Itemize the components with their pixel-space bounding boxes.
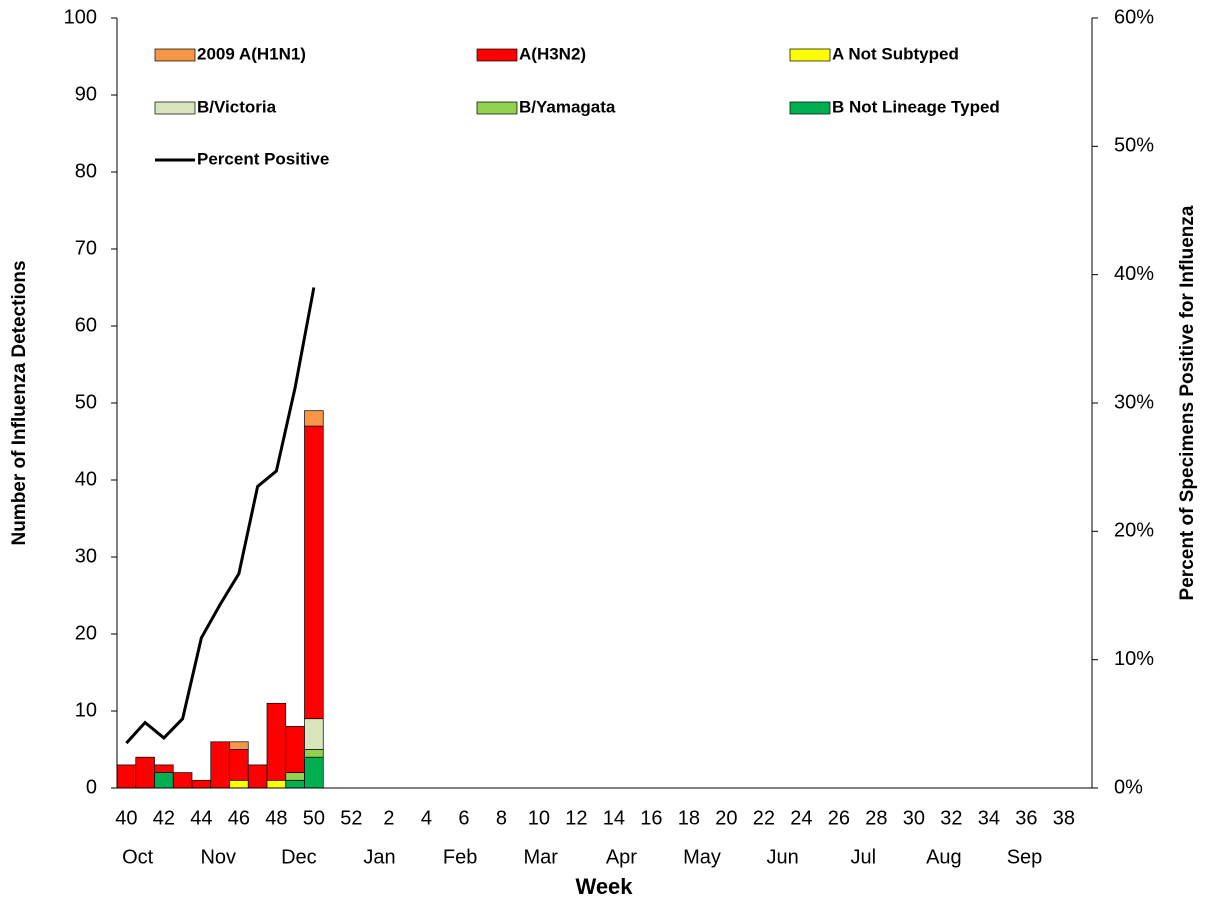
x-tick-label: 18 [678,807,700,829]
month-label: Feb [443,846,477,868]
bar-segment [135,756,155,789]
x-tick-label: 22 [753,807,775,829]
legend-swatch [154,101,196,115]
x-tick-label: 36 [1015,807,1037,829]
legend-label: A(H3N2) [519,44,586,63]
y2-tick-label: 0% [1114,776,1143,798]
y-tick-label: 20 [75,622,97,644]
x-tick-label: 26 [828,807,850,829]
x-tick-label: 12 [565,807,587,829]
legend-swatch [154,48,196,62]
x-tick-label: 32 [940,807,962,829]
x-tick-label: 10 [528,807,550,829]
month-label: Oct [122,846,154,868]
legend-label: B/Victoria [197,97,277,116]
y-tick-label: 40 [75,468,97,490]
y-tick-label: 0 [86,776,97,798]
month-label: Aug [926,846,962,868]
month-label: Sep [1007,846,1043,868]
x-tick-label: 24 [790,807,812,829]
x-tick-label: 20 [715,807,737,829]
x-tick-label: 2 [383,807,394,829]
x-tick-label: 30 [903,807,925,829]
month-label: Nov [200,846,236,868]
x-tick-label: 48 [265,807,287,829]
bar-segment [229,779,249,789]
bar-segment [304,410,324,427]
y2-tick-label: 20% [1114,520,1154,542]
x-tick-label: 50 [303,807,325,829]
x-tick-label: 44 [190,807,212,829]
bar-segment [154,764,174,773]
month-label: Dec [281,846,317,868]
x-tick-label: 38 [1053,807,1075,829]
legend-swatch [789,101,831,115]
line-series [125,287,316,745]
legend-label: B Not Lineage Typed [832,97,1000,116]
legend-swatch [476,48,518,62]
bar-segment [285,726,305,773]
month-label: Jan [363,846,395,868]
month-label: Jun [767,846,799,868]
y-tick-label: 30 [75,545,97,567]
bar-segment [210,741,230,789]
y2-tick-label: 10% [1114,648,1154,670]
x-tick-label: 4 [421,807,432,829]
x-tick-label: 28 [865,807,887,829]
x-tick-label: 42 [153,807,175,829]
y2-tick-label: 40% [1114,263,1154,285]
x-tick-label: 14 [603,807,625,829]
x-tick-label: 8 [496,807,507,829]
y2-axis-label: Percent of Specimens Positive for Influe… [1177,205,1198,600]
legend-swatch [476,101,518,115]
y2-tick-label: 60% [1114,6,1154,28]
y2-tick-label: 30% [1114,391,1154,413]
x-tick-label: 40 [115,807,137,829]
y-tick-label: 80 [75,160,97,182]
month-label: Mar [524,846,559,868]
bar-segment [229,741,249,750]
y-tick-label: 50 [75,391,97,413]
y-tick-label: 100 [64,6,97,28]
x-tick-label: 52 [340,807,362,829]
bar-segment [191,779,212,789]
bar-segment [304,425,324,720]
x-tick-label: 46 [228,807,250,829]
y-tick-label: 70 [75,237,97,259]
legend-label: B/Yamagata [519,97,616,116]
bar-segment [304,718,324,750]
y2-tick-label: 50% [1114,135,1154,157]
x-tick-label: 16 [640,807,662,829]
bar-segment [285,772,305,781]
x-axis-label: Week [575,874,633,899]
y-axis-label: Number of Influenza Detections [9,260,30,545]
legend-swatch [789,48,831,62]
bar-segment [116,764,137,789]
y-tick-label: 10 [75,699,97,721]
x-tick-label: 6 [458,807,469,829]
month-label: Apr [606,846,637,868]
bar-segment [304,756,324,789]
y-tick-label: 60 [75,314,97,336]
legend-label: Percent Positive [197,149,329,168]
bar-segment [285,779,305,789]
legend-label: A Not Subtyped [832,44,959,63]
bar-segment [229,749,249,781]
y-tick-label: 90 [75,83,97,105]
bar-segment [266,779,287,789]
bar-segment [154,772,174,789]
x-tick-label: 34 [978,807,1000,829]
month-label: Jul [850,846,876,868]
bar-segment [266,702,287,781]
bar-segment [304,749,324,758]
bar-segment [247,764,268,789]
legend-label: 2009 A(H1N1) [197,44,306,63]
bar-segment [172,772,193,789]
month-label: May [683,846,721,868]
